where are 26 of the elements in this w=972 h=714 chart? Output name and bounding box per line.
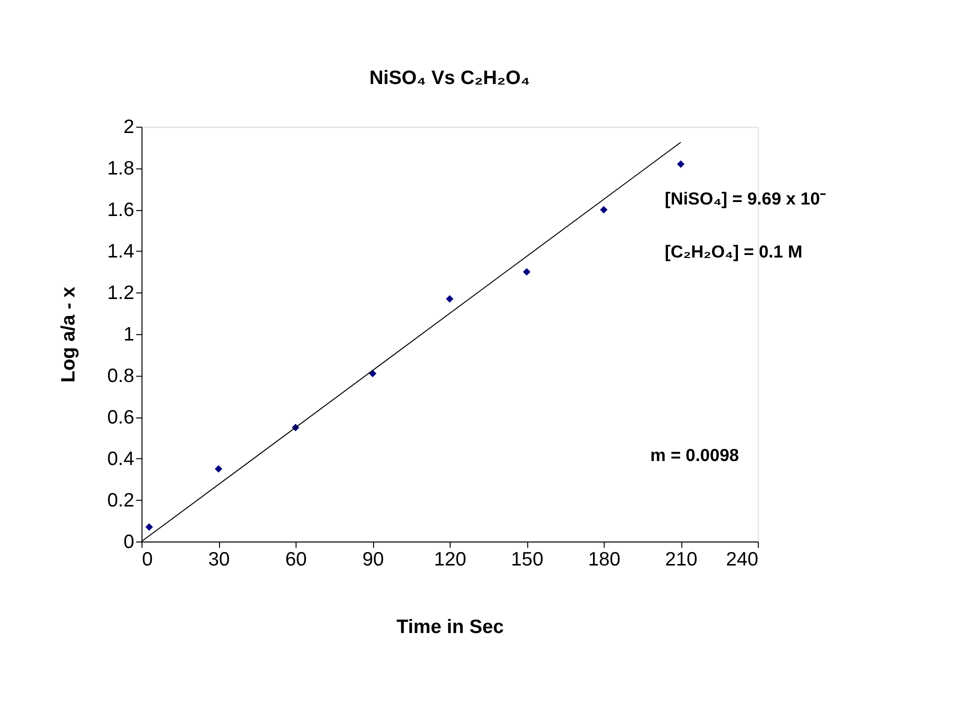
annotation: m = 0.0098 — [650, 445, 740, 466]
x-tick-label: 180 — [588, 548, 621, 570]
x-tick-label: 210 — [665, 548, 698, 570]
annotation: [C₂H₂O₄] = 0.1 M — [664, 242, 802, 262]
x-tick-label: 240 — [726, 548, 759, 570]
y-tick-label: 1.4 — [107, 240, 134, 262]
y-tick-label: 1.6 — [107, 198, 134, 221]
y-tick-label: 0.4 — [107, 448, 134, 470]
y-tick-label: 1 — [123, 323, 134, 346]
x-tick-label: 60 — [285, 548, 308, 570]
x-axis-title: Time in Sec — [396, 616, 504, 638]
y-axis-title: Log a/a - x — [57, 286, 80, 383]
annotation: [NiSO₄] = 9.69 x 10⁻ — [664, 188, 826, 208]
x-tick-label: 30 — [208, 548, 230, 570]
y-tick-label: 0.6 — [107, 406, 134, 428]
x-tick-label: 150 — [511, 548, 544, 570]
y-tick-label: 1.8 — [107, 158, 134, 180]
x-tick-label: 90 — [362, 548, 384, 570]
y-tick-label: 2 — [123, 116, 134, 138]
x-tick-label: 120 — [434, 548, 467, 570]
y-tick-label: 1.2 — [107, 282, 134, 304]
chart-title: NiSO₄ Vs C₂H₂O₄ — [369, 67, 530, 90]
x-tick-label: 0 — [142, 548, 153, 570]
y-tick-label: 0.8 — [107, 364, 134, 387]
y-tick-label: 0.2 — [107, 489, 134, 512]
y-tick-label: 0 — [123, 530, 134, 553]
